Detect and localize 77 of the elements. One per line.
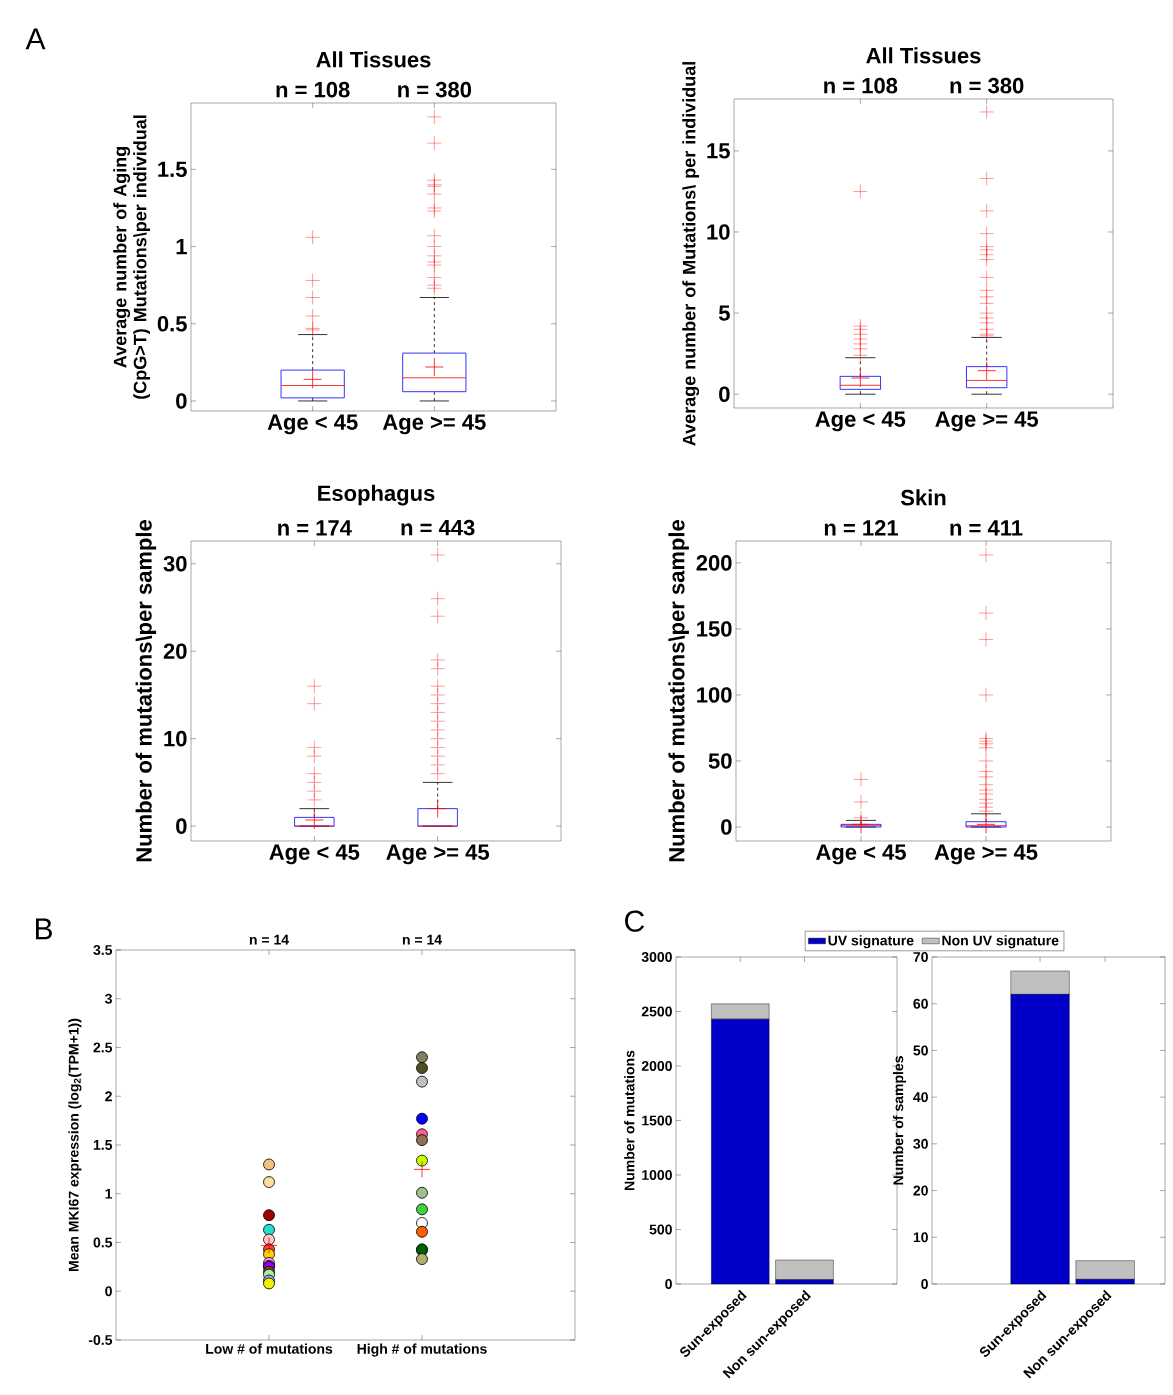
y-tick-label: 100	[697, 687, 732, 703]
y-axis-title: Number of mutations\per sample	[668, 520, 689, 862]
x-tick-label: Age >= 45	[386, 844, 490, 865]
y-tick-label: 3.5	[93, 945, 113, 955]
legend-label: Non UV signature	[942, 935, 1059, 949]
y-axis-title: Average number of Mutations\ per individual	[682, 62, 700, 446]
x-tick-label: Age >= 45	[382, 414, 486, 435]
y-axis-title: Mean MKI67 expression (log$_{2}$(TPM+1))	[68, 1018, 82, 1271]
annotation: n = 380	[398, 81, 472, 98]
y-tick-label: 50	[913, 1045, 928, 1056]
y-tick-label: 30	[913, 1138, 928, 1149]
y-tick-label: 20	[913, 1185, 928, 1196]
text: A	[25, 28, 46, 50]
y-tick-label: 500	[649, 1224, 672, 1235]
annotation: n = 14	[402, 934, 442, 945]
x-tick-label: Age >= 45	[934, 844, 1038, 865]
y-tick-label: 0.5	[157, 315, 187, 332]
y-tick-label: 150	[697, 621, 732, 637]
y-tick-label: 0	[721, 819, 732, 835]
annotation: n = 14	[249, 934, 289, 945]
chart-title: All Tissues	[866, 47, 981, 64]
chart-title: All Tissues	[316, 51, 431, 68]
legend-label: UV signature	[828, 935, 914, 949]
y-tick-label: 2	[105, 1091, 112, 1102]
annotation: n = 108	[824, 77, 898, 94]
annotation: n = 174	[278, 520, 352, 536]
y-tick-label: 10	[164, 730, 187, 747]
annotation: n = 443	[401, 519, 475, 536]
y-tick-label: 1.5	[93, 1140, 113, 1150]
y-tick-label: 70	[913, 952, 928, 962]
y-tick-label: 10	[707, 224, 730, 240]
y-tick-label: 1000	[642, 1170, 672, 1180]
x-tick-label: Low # of mutations	[206, 1343, 333, 1354]
y-tick-label: 2500	[641, 1006, 672, 1017]
y-tick-label: 1500	[642, 1115, 672, 1126]
y-tick-label: 1.5	[158, 161, 187, 178]
chart-title: Esophagus	[318, 484, 435, 506]
y-tick-label: 30	[163, 555, 187, 572]
y-tick-label: 0	[665, 1279, 672, 1289]
text: B	[36, 918, 52, 940]
y-tick-label: 40	[913, 1092, 928, 1103]
annotation: n = 411	[950, 520, 1023, 536]
y-tick-label: 200	[696, 555, 732, 571]
annotation: n = 108	[276, 81, 350, 98]
y-tick-label: 60	[913, 998, 928, 1009]
y-tick-label: 3000	[641, 952, 672, 962]
y-tick-label: 5	[718, 305, 730, 321]
y-axis-title: Average number of Aging (CpG>T) Mutations\per individual	[113, 115, 151, 399]
y-tick-label: 20	[163, 643, 187, 659]
x-tick-label: Age < 45	[815, 411, 906, 432]
y-tick-label: 0	[921, 1279, 928, 1289]
y-tick-label: 0	[105, 1286, 112, 1297]
y-tick-label: 0	[176, 393, 187, 409]
chart-title: Skin	[900, 489, 946, 506]
y-tick-label: 50	[708, 753, 732, 769]
y-tick-label: 0	[719, 386, 730, 402]
x-tick-label: High # of mutations	[357, 1343, 487, 1357]
x-tick-label: Age < 45	[267, 414, 358, 435]
y-tick-label: 0	[176, 818, 187, 834]
x-tick-label: Age < 45	[816, 844, 906, 865]
x-tick-label: Age >= 45	[935, 411, 1039, 432]
x-tick-label: Age < 45	[269, 844, 360, 865]
y-axis-title: Number of mutations	[624, 1050, 635, 1190]
text: C	[625, 910, 645, 932]
y-tick-label: 10	[913, 1232, 928, 1243]
y-tick-label: 2.5	[93, 1042, 113, 1053]
y-tick-label: 2000	[641, 1061, 672, 1071]
annotation: n = 121	[824, 520, 898, 536]
y-tick-label: 0.5	[93, 1237, 113, 1248]
y-tick-label: 1	[176, 239, 187, 255]
y-axis-title: Number of mutations\per sample	[135, 520, 157, 862]
annotation: n = 380	[950, 77, 1024, 94]
y-tick-label: 3	[104, 993, 112, 1004]
y-tick-label: -0.5	[88, 1335, 113, 1345]
y-axis-title: Number of samples	[892, 1056, 907, 1185]
y-tick-label: 1	[105, 1188, 113, 1199]
y-tick-label: 15	[707, 143, 730, 159]
